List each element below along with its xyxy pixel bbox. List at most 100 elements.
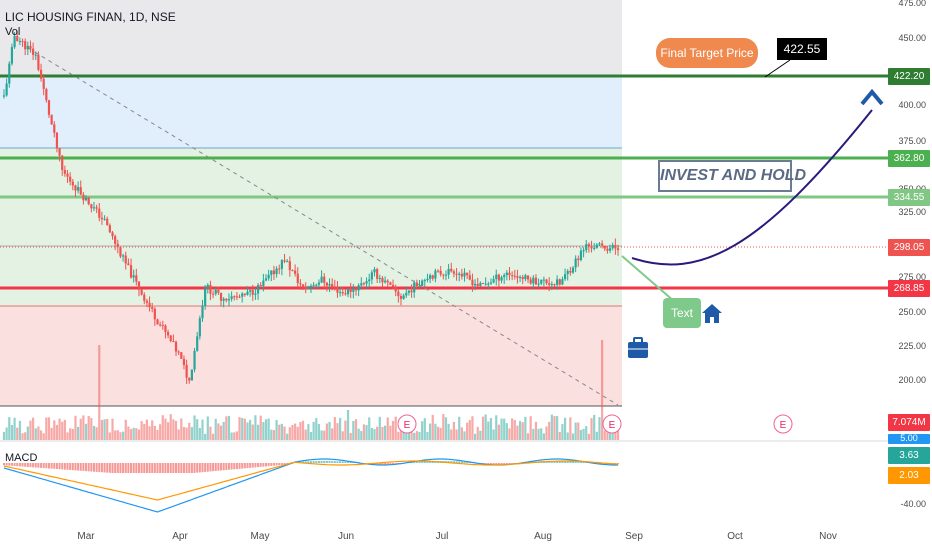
- macd-hist-bar: [140, 463, 143, 473]
- price-tick: 475.00: [898, 0, 926, 8]
- earnings-marker[interactable]: E: [397, 414, 417, 434]
- volume-bar: [243, 418, 246, 440]
- candle-body: [21, 41, 24, 43]
- candle-body: [593, 247, 596, 249]
- candle-body: [529, 279, 532, 284]
- volume-label[interactable]: Vol: [5, 26, 21, 38]
- candle-body: [111, 232, 114, 237]
- volume-bar: [230, 432, 233, 440]
- signal-badge[interactable]: 2.03: [888, 467, 930, 484]
- volume-bar: [61, 421, 64, 440]
- macd-hist-bar: [201, 463, 204, 473]
- macd-hist-bar: [100, 463, 103, 473]
- candle-body: [577, 258, 580, 261]
- candle-body: [352, 288, 355, 292]
- candle-body: [516, 276, 519, 278]
- volume-bar: [360, 431, 363, 440]
- volume-bar: [193, 415, 196, 440]
- target-price-box[interactable]: 422.55: [777, 38, 827, 60]
- volume-bar: [185, 427, 188, 440]
- candle-body: [39, 69, 43, 79]
- level-badge-268[interactable]: 268.85: [888, 280, 930, 297]
- volume-bar: [569, 417, 572, 440]
- candle-body: [346, 288, 350, 295]
- candle-body: [495, 274, 498, 279]
- macd-badge[interactable]: 3.63: [888, 447, 930, 464]
- volume-bar: [87, 415, 90, 440]
- invest-and-hold-box[interactable]: INVEST AND HOLD: [658, 160, 806, 192]
- volume-bar: [346, 410, 350, 440]
- candle-body: [428, 275, 432, 279]
- macd-label[interactable]: MACD: [5, 452, 38, 464]
- candle-body: [431, 275, 434, 279]
- candle-body: [172, 341, 175, 343]
- volume-bar: [5, 427, 8, 440]
- volume-bar: [373, 429, 376, 440]
- volume-bar: [106, 418, 109, 440]
- level-badge-422[interactable]: 422.20: [888, 68, 930, 85]
- candle-body: [243, 293, 246, 295]
- macd-hist-bar: [220, 463, 223, 471]
- macd-hist-bar: [315, 461, 318, 463]
- volume-bar: [304, 429, 307, 440]
- macd-hist-bar: [40, 463, 43, 468]
- level-badge-362[interactable]: 362.80: [888, 150, 930, 167]
- macd-hist-bar: [572, 461, 575, 463]
- candle-body: [246, 291, 249, 295]
- earnings-marker[interactable]: E: [773, 414, 793, 434]
- projection-arrow-icon[interactable]: [860, 88, 884, 106]
- volume-bar: [354, 419, 358, 440]
- macd-hist-bar: [21, 463, 24, 467]
- macd-hist-bar: [463, 461, 466, 463]
- candle-body: [103, 218, 106, 220]
- macd-hist-bar: [233, 463, 236, 470]
- candle-body: [368, 279, 371, 282]
- text-callout[interactable]: Text: [663, 298, 701, 328]
- candle-body: [116, 243, 119, 248]
- macd-hist-bar: [323, 461, 326, 463]
- volume-bar: [320, 430, 323, 440]
- volume-badge[interactable]: 7.074M: [888, 414, 930, 431]
- macd-hist-bar: [452, 461, 455, 463]
- final-target-label[interactable]: Final Target Price: [656, 38, 758, 68]
- macd-hist-bar: [577, 461, 580, 463]
- macd-tick: -40.00: [900, 499, 926, 509]
- volume-bar: [190, 427, 194, 440]
- earnings-marker[interactable]: E: [602, 414, 622, 434]
- time-axis[interactable]: Mar Apr May Jun Jul Aug Sep Oct Nov: [0, 528, 888, 550]
- volume-bar: [384, 425, 387, 440]
- macd-hist-bar: [246, 463, 249, 469]
- level-badge-334[interactable]: 334.55: [888, 189, 930, 206]
- candle-body: [114, 236, 117, 244]
- volume-bar: [553, 416, 556, 440]
- volume-bar: [301, 420, 305, 440]
- candle-body: [2, 95, 6, 97]
- macd-hist-bar: [50, 463, 53, 469]
- volume-bar: [455, 429, 458, 440]
- chart-canvas[interactable]: E E E: [0, 0, 888, 550]
- macd-hist-bar: [548, 461, 551, 463]
- price-axis[interactable]: 475.00 450.00 400.00 375.00 350.00 325.0…: [888, 0, 932, 550]
- volume-bar: [219, 425, 223, 440]
- briefcase-icon[interactable]: [628, 337, 648, 358]
- level-badge-298[interactable]: 298.05: [888, 239, 930, 256]
- macd-hist-bar: [135, 463, 138, 473]
- candle-body: [413, 282, 416, 293]
- volume-bar: [463, 431, 466, 440]
- volume-bar: [241, 417, 244, 440]
- volume-bar: [198, 428, 201, 440]
- volume-bar: [476, 426, 479, 440]
- macd-hist-bar: [63, 463, 66, 470]
- home-icon[interactable]: [702, 304, 722, 323]
- macd-hist-bar: [196, 463, 199, 473]
- candle-body: [211, 293, 215, 295]
- volume-bar: [336, 423, 339, 440]
- volume-bar: [42, 433, 45, 440]
- time-label: Oct: [727, 531, 743, 542]
- volume-bar: [579, 429, 583, 440]
- macd-hist-bar: [55, 463, 58, 470]
- symbol-title[interactable]: LIC HOUSING FINAN, 1D, NSE: [5, 10, 176, 24]
- macd-hist-bar: [339, 461, 342, 463]
- candle-body: [61, 155, 64, 171]
- volume-bar: [272, 430, 276, 440]
